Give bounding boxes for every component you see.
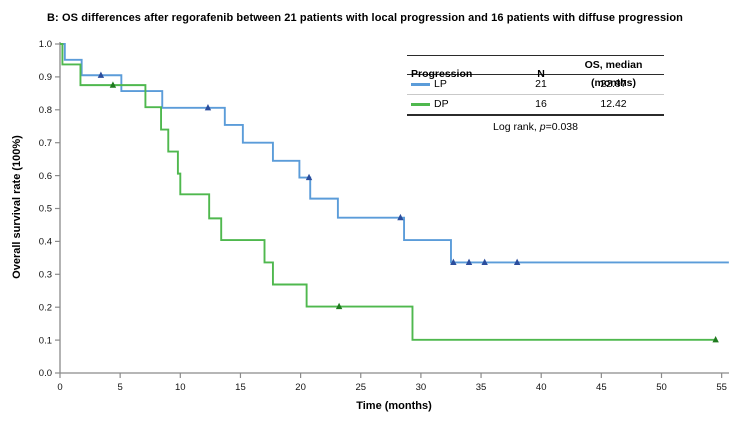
lp-os-median-value: 22.97 bbox=[600, 78, 627, 90]
x-axis-title: Time (months) bbox=[356, 400, 432, 412]
legend-table: Progression N OS, median (months) LP 21 … bbox=[407, 55, 664, 136]
censor-marker-lp bbox=[450, 258, 457, 266]
legend-row-dp: DP 16 12.42 bbox=[407, 95, 664, 114]
legend-bottom-rule bbox=[407, 114, 664, 116]
legend-header-os-median: OS, median (months) bbox=[584, 59, 643, 89]
x-tick-label: 55 bbox=[716, 382, 727, 393]
legend-row-lp: LP 21 22.97 bbox=[407, 75, 664, 94]
y-tick-label: 0.6 bbox=[39, 171, 52, 182]
lp-label: LP bbox=[434, 78, 447, 90]
y-tick-label: 0.4 bbox=[39, 237, 52, 248]
x-tick-label: 30 bbox=[416, 382, 427, 393]
y-axis-title: Overall survival rate (100%) bbox=[11, 135, 23, 279]
log-rank-annotation: Log rank, p=0.038 bbox=[493, 121, 578, 133]
censor-marker-lp bbox=[513, 258, 521, 266]
y-tick-label: 0.0 bbox=[39, 368, 52, 379]
dp-line-swatch bbox=[411, 103, 430, 106]
x-tick-label: 10 bbox=[175, 382, 186, 393]
x-tick-label: 45 bbox=[596, 382, 607, 393]
censor-marker-lp bbox=[97, 71, 105, 78]
x-tick-label: 40 bbox=[536, 382, 547, 393]
x-tick-label: 25 bbox=[355, 382, 366, 393]
y-tick-label: 0.1 bbox=[39, 335, 52, 346]
x-tick-label: 20 bbox=[295, 382, 306, 393]
censor-marker-lp bbox=[305, 173, 313, 181]
p-symbol: p bbox=[539, 121, 546, 133]
dp-label: DP bbox=[434, 98, 449, 110]
dp-os-median-value: 12.42 bbox=[600, 98, 627, 110]
km-curve-lp bbox=[60, 43, 729, 264]
legend-header-rule bbox=[407, 74, 664, 75]
y-tick-label: 0.2 bbox=[39, 302, 52, 313]
legend-header-progression: Progression bbox=[411, 68, 473, 80]
censor-marker-lp bbox=[481, 258, 488, 266]
chart-title: B: OS differences after regorafenib betw… bbox=[47, 12, 683, 24]
y-tick-label: 0.3 bbox=[39, 270, 52, 281]
x-tick-label: 50 bbox=[656, 382, 667, 393]
y-tick-label: 0.7 bbox=[39, 138, 52, 149]
dp-n-value: 16 bbox=[535, 98, 547, 110]
y-tick-label: 1.0 bbox=[39, 39, 52, 50]
x-tick-label: 5 bbox=[118, 382, 123, 393]
censor-marker-lp bbox=[465, 258, 473, 266]
x-tick-label: 15 bbox=[235, 382, 246, 393]
legend-top-rule bbox=[407, 55, 664, 56]
x-tick-label: 0 bbox=[57, 382, 62, 393]
censor-marker-lp bbox=[204, 104, 212, 111]
y-tick-label: 0.5 bbox=[39, 204, 52, 215]
y-tick-label: 0.9 bbox=[39, 72, 52, 83]
censor-marker-lp bbox=[397, 213, 404, 221]
censor-marker-dp bbox=[335, 302, 343, 310]
censor-marker-dp bbox=[712, 335, 719, 343]
censor-marker-dp bbox=[109, 81, 117, 88]
legend-row-separator bbox=[407, 94, 664, 95]
lp-n-value: 21 bbox=[535, 78, 547, 90]
x-tick-label: 35 bbox=[476, 382, 487, 393]
lp-line-swatch bbox=[411, 83, 430, 86]
y-tick-label: 0.8 bbox=[39, 105, 52, 116]
legend-header-row: Progression N OS, median (months) bbox=[407, 56, 664, 89]
legend-header-n: N bbox=[537, 68, 545, 80]
